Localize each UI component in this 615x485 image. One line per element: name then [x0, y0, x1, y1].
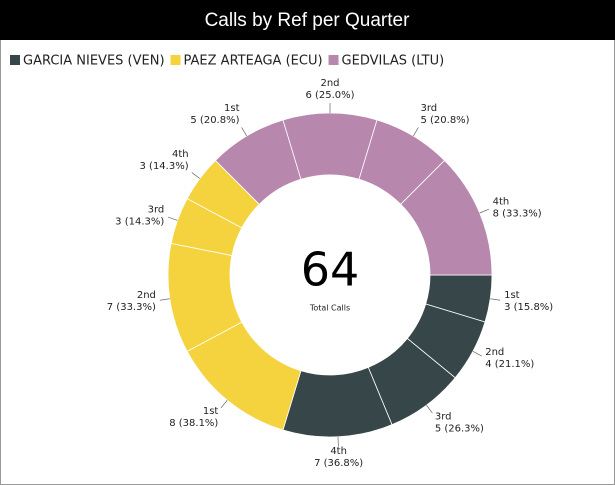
slice-category: 1st — [203, 406, 219, 417]
slice-label: 6 (25.0%) — [305, 90, 354, 101]
legend-swatch — [10, 55, 20, 65]
legend-label: GARCIA NIEVES (VEN) — [23, 54, 165, 69]
slice-label: 8 (33.3%) — [493, 209, 542, 220]
legend-swatch — [328, 55, 339, 65]
slice-category: 4th — [493, 197, 510, 208]
leader-line — [159, 298, 170, 301]
legend-swatch — [170, 55, 181, 65]
center-label: Total Calls — [309, 304, 350, 313]
slice-label: 3 (14.3%) — [140, 161, 189, 172]
leader-line — [479, 208, 490, 214]
slice-label: 5 (20.8%) — [420, 115, 469, 126]
leader-line — [426, 404, 433, 414]
slice-category: 4th — [330, 446, 347, 457]
leader-line — [412, 127, 419, 137]
slice-category: 3rd — [420, 103, 437, 114]
title-bar — [0, 0, 615, 40]
slice-category: 3rd — [435, 411, 452, 422]
slice-category: 1st — [224, 103, 240, 114]
leader-line — [167, 216, 178, 221]
leader-line — [490, 298, 501, 301]
slice-label: 7 (33.3%) — [107, 302, 156, 313]
slice-label: 5 (26.3%) — [435, 423, 484, 434]
chart-title: Calls by Ref per Quarter — [205, 10, 411, 31]
slice-category: 4th — [172, 149, 189, 160]
donut-segment — [400, 159, 493, 276]
legend-label: GEDVILAS (LTU) — [342, 54, 445, 69]
leader-line — [472, 351, 482, 357]
slice-label: 8 (38.1%) — [169, 418, 218, 429]
slice-category: 1st — [504, 290, 520, 301]
slice-category: 2nd — [137, 290, 156, 301]
leader-line — [241, 127, 248, 137]
slice-category: 2nd — [485, 347, 504, 358]
slice-label: 5 (20.8%) — [190, 115, 239, 126]
slice-label: 3 (15.8%) — [504, 302, 553, 313]
slice-category: 2nd — [320, 78, 339, 89]
slice-category: 3rd — [148, 205, 165, 216]
slice-label: 7 (36.8%) — [314, 458, 363, 469]
slice-label: 4 (21.1%) — [485, 359, 534, 370]
slice-label: 3 (14.3%) — [115, 217, 164, 228]
leader-line — [220, 400, 228, 409]
center-value: 64 — [301, 243, 360, 297]
leader-line — [191, 172, 201, 179]
legend-label: PAEZ ARTEAGA (ECU) — [184, 54, 323, 69]
